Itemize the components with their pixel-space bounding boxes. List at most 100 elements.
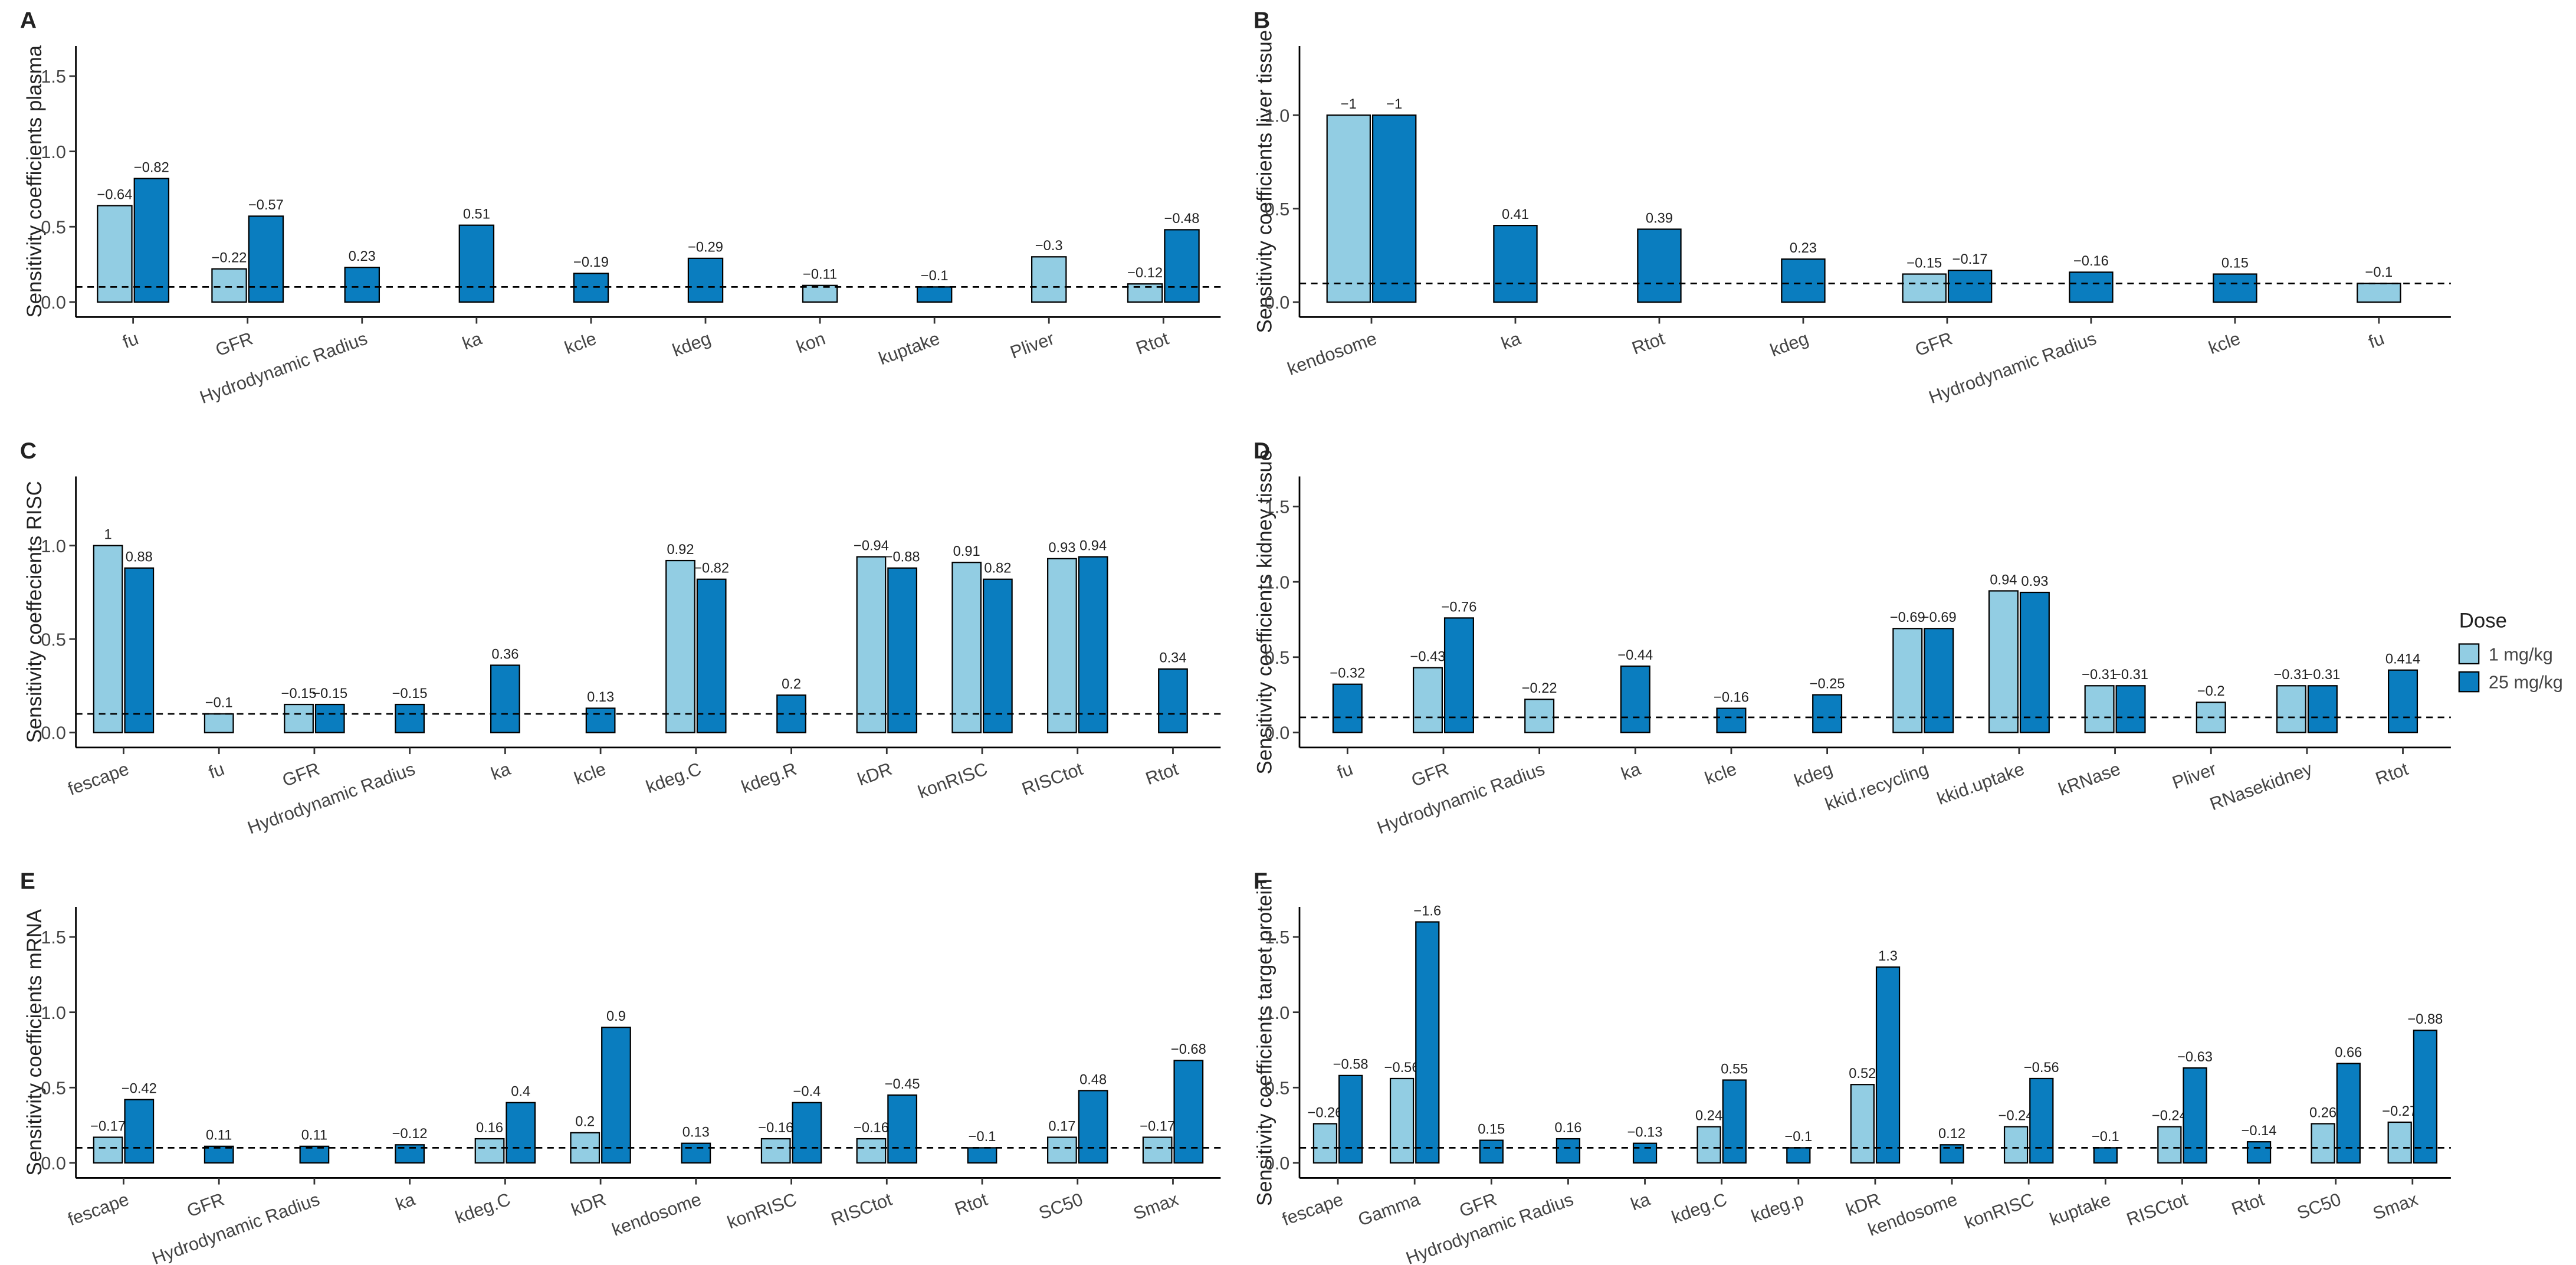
value-label: −0.4 [793, 1084, 821, 1100]
y-tick-label: 1.5 [1265, 928, 1290, 948]
bar [1892, 628, 1923, 733]
value-label: 0.11 [301, 1128, 327, 1143]
value-label: −0.45 [885, 1077, 920, 1092]
x-tick-label: kdeg.R [739, 759, 799, 797]
value-label: 0.16 [1554, 1120, 1581, 1136]
bar [1415, 921, 1440, 1164]
panel-label: E [20, 869, 35, 894]
bar [1412, 667, 1443, 733]
value-label: −1 [1341, 97, 1357, 112]
x-tick-label: fescape [65, 1189, 132, 1230]
bar [211, 268, 247, 303]
value-label: 0.23 [349, 249, 376, 264]
value-label: 0.414 [2385, 652, 2420, 667]
value-label: −0.1 [921, 268, 949, 284]
x-tick-label: SC50 [2295, 1189, 2344, 1224]
bar [1988, 590, 2019, 733]
bar [2336, 1063, 2361, 1164]
value-label: 0.23 [1790, 241, 1817, 256]
bar [284, 703, 314, 733]
value-label: 0.26 [2309, 1105, 2337, 1120]
value-label: −0.17 [1952, 252, 1988, 267]
value-label: −0.14 [2242, 1123, 2277, 1139]
bar [1158, 668, 1188, 733]
bar [1924, 628, 1954, 733]
bar [395, 703, 425, 733]
value-label: 0.39 [1646, 211, 1673, 226]
x-tick-label: kkid.recycling [1823, 759, 1931, 815]
panel-label: D [1253, 438, 1270, 464]
x-tick-label: kdeg.p [1748, 1189, 1806, 1227]
bar [204, 1145, 234, 1164]
value-label: −0.22 [212, 251, 247, 266]
value-label: −0.17 [90, 1119, 126, 1134]
value-label: −0.15 [312, 686, 347, 702]
value-label: −0.88 [2407, 1012, 2443, 1027]
value-label: −0.17 [1140, 1119, 1175, 1134]
x-tick-label: GFR [184, 1189, 227, 1221]
bar [1696, 1126, 1721, 1164]
bar [1781, 258, 1826, 303]
y-tick-label: 1.5 [1265, 497, 1290, 517]
bar [1389, 1077, 1415, 1164]
bar [2276, 685, 2306, 733]
legend-title: Dose [2459, 609, 2507, 632]
value-label: −0.43 [1410, 649, 1446, 664]
bar [856, 1138, 887, 1164]
value-label: 0.93 [2021, 574, 2048, 589]
bar [585, 707, 616, 733]
x-tick-label: ka [393, 1189, 418, 1214]
bar [687, 257, 724, 303]
x-tick-label: RISCtot [1019, 759, 1086, 799]
bar [1371, 114, 1417, 303]
y-tick-label: 1.5 [41, 67, 66, 87]
bar [1031, 256, 1067, 303]
bar [681, 1142, 711, 1164]
y-tick-label: 0.5 [41, 630, 66, 650]
bar [1332, 683, 1363, 733]
panel-label: B [1253, 8, 1270, 33]
value-label: −0.57 [248, 198, 284, 213]
bar [665, 559, 695, 733]
panel-label: A [20, 8, 37, 33]
value-label: −0.12 [392, 1126, 428, 1142]
y-tick-label: 1.0 [41, 536, 66, 556]
value-label: −0.82 [134, 160, 169, 175]
x-tick-label: Rtot [2229, 1189, 2267, 1219]
y-tick-label: 1.0 [1265, 1003, 1290, 1023]
value-label: 0.13 [587, 690, 614, 705]
value-label: 0.91 [953, 544, 980, 559]
value-label: −0.42 [122, 1082, 157, 1097]
x-tick-label: konRISC [915, 759, 990, 802]
x-tick-label: ka [1619, 759, 1644, 784]
bar [1620, 665, 1650, 733]
bar [1722, 1079, 1747, 1164]
bar [802, 284, 838, 303]
value-label: −0.31 [2113, 667, 2148, 683]
y-tick-label: 1.0 [1265, 106, 1290, 126]
value-label: 0.16 [476, 1120, 503, 1136]
value-label: −0.16 [854, 1120, 889, 1136]
value-label: 1 [104, 527, 112, 543]
x-tick-label: Hydrodynamic Radius [1374, 759, 1547, 838]
x-tick-label: kdeg.C [644, 759, 704, 797]
bar [2115, 685, 2146, 733]
x-tick-label: fescape [65, 759, 132, 799]
bar [1164, 229, 1200, 303]
x-tick-label: fu [1334, 759, 1356, 783]
bar [133, 178, 170, 303]
bar [2213, 273, 2257, 303]
value-label: 0.34 [1159, 651, 1186, 666]
y-axis-title: Sensitivity coefficients plasma [23, 45, 46, 317]
panel-label: C [20, 438, 37, 464]
value-label: 0.24 [1695, 1109, 1722, 1124]
bar [1312, 1123, 1338, 1164]
y-tick-label: 0.0 [1265, 1153, 1290, 1174]
value-label: −0.76 [1442, 599, 1477, 615]
bar [93, 1136, 123, 1164]
value-label: −0.15 [1906, 255, 1942, 271]
bar [458, 224, 495, 303]
bar [2413, 1030, 2438, 1164]
x-tick-label: kDR [1843, 1189, 1883, 1220]
value-label: 0.93 [1048, 540, 1075, 556]
